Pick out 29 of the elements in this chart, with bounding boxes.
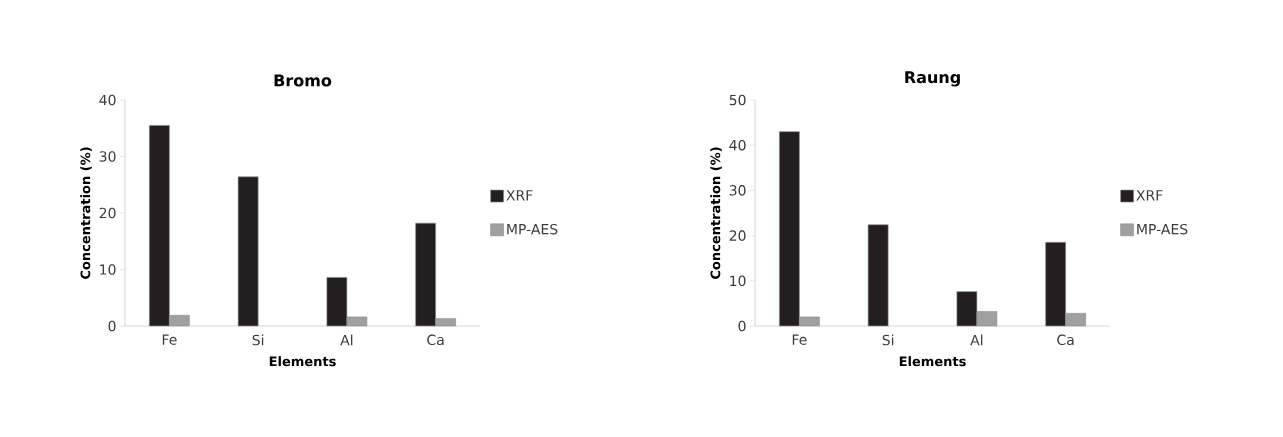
chart-title: Bromo: [274, 74, 332, 87]
x-tick-label: Fe: [162, 334, 177, 345]
y-tick-label: 0: [738, 320, 746, 332]
legend-label: XRF: [506, 190, 533, 201]
x-tick-label: Al: [970, 334, 983, 346]
legend-label: MP-AES: [1137, 223, 1188, 235]
y-tick-label: 30: [729, 185, 746, 196]
y-tick-label: 40: [99, 94, 116, 106]
y-tick-label: 10: [100, 264, 116, 275]
y-tick-label: 30: [99, 151, 116, 162]
y-tick-label: 20: [99, 207, 116, 219]
legend-label: XRF: [1136, 190, 1163, 201]
x-tick-label: Ca: [1057, 334, 1074, 346]
y-tick-label: 10: [730, 275, 746, 287]
y-tick-label: 20: [729, 230, 746, 241]
x-axis-title: Elements: [269, 356, 336, 367]
y-tick-label: 40: [729, 139, 746, 151]
legend-label: MP-AES: [507, 223, 558, 235]
x-tick-label: Ca: [427, 334, 444, 346]
x-tick-label: Si: [252, 334, 264, 346]
y-axis-title: Concentration (%): [80, 147, 92, 279]
x-tick-label: Al: [340, 334, 353, 346]
y-tick-label: 50: [729, 94, 746, 106]
x-tick-label: Fe: [792, 334, 807, 345]
x-tick-label: Si: [882, 334, 894, 346]
y-axis-title: Concentration (%): [710, 147, 722, 279]
y-tick-label: 0: [108, 320, 116, 332]
chart-title: Raung: [905, 71, 960, 87]
x-axis-title: Elements: [899, 356, 966, 367]
